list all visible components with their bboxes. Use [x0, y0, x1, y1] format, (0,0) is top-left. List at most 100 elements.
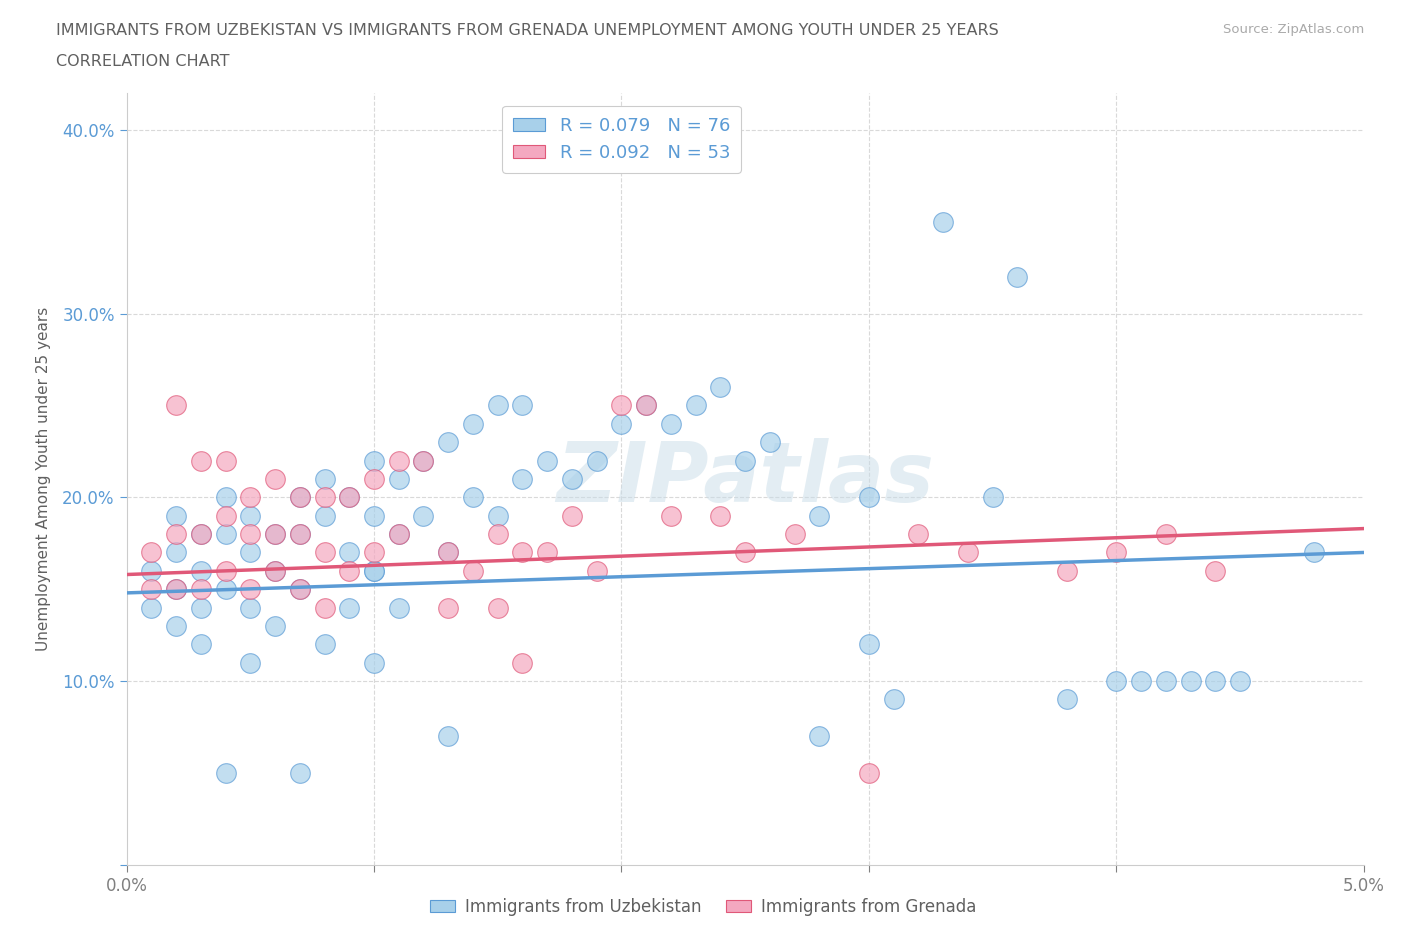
Point: [363, 509, 385, 524]
Point: [264, 526, 287, 541]
Point: [363, 472, 385, 486]
Point: [214, 526, 236, 541]
Point: [956, 545, 979, 560]
Point: [636, 398, 658, 413]
Point: [288, 526, 311, 541]
Point: [437, 600, 460, 615]
Point: [1180, 673, 1202, 688]
Point: [288, 582, 311, 597]
Point: [437, 545, 460, 560]
Point: [337, 490, 360, 505]
Point: [337, 490, 360, 505]
Point: [190, 582, 212, 597]
Point: [883, 692, 905, 707]
Point: [337, 600, 360, 615]
Point: [388, 526, 411, 541]
Point: [165, 526, 187, 541]
Point: [337, 564, 360, 578]
Point: [165, 582, 187, 597]
Point: [858, 637, 880, 652]
Point: [264, 564, 287, 578]
Point: [190, 600, 212, 615]
Text: ZIPatlas: ZIPatlas: [557, 438, 934, 520]
Point: [288, 490, 311, 505]
Point: [486, 526, 509, 541]
Point: [264, 472, 287, 486]
Point: [512, 472, 534, 486]
Point: [685, 398, 707, 413]
Point: [610, 417, 633, 432]
Point: [363, 564, 385, 578]
Point: [486, 600, 509, 615]
Point: [512, 545, 534, 560]
Point: [314, 637, 336, 652]
Point: [1105, 673, 1128, 688]
Point: [288, 582, 311, 597]
Point: [314, 600, 336, 615]
Point: [190, 564, 212, 578]
Point: [1204, 673, 1226, 688]
Point: [709, 379, 731, 394]
Point: [388, 526, 411, 541]
Point: [536, 545, 558, 560]
Point: [337, 545, 360, 560]
Point: [363, 564, 385, 578]
Point: [858, 490, 880, 505]
Point: [461, 417, 484, 432]
Point: [412, 509, 434, 524]
Point: [165, 582, 187, 597]
Point: [512, 656, 534, 671]
Point: [190, 453, 212, 468]
Point: [437, 545, 460, 560]
Point: [165, 618, 187, 633]
Y-axis label: Unemployment Among Youth under 25 years: Unemployment Among Youth under 25 years: [37, 307, 51, 651]
Point: [1105, 545, 1128, 560]
Point: [239, 509, 262, 524]
Point: [190, 526, 212, 541]
Point: [585, 453, 607, 468]
Point: [141, 564, 163, 578]
Point: [363, 545, 385, 560]
Point: [981, 490, 1004, 505]
Point: [1056, 564, 1078, 578]
Point: [659, 417, 682, 432]
Point: [239, 545, 262, 560]
Point: [437, 729, 460, 744]
Point: [214, 582, 236, 597]
Point: [239, 600, 262, 615]
Point: [239, 656, 262, 671]
Point: [858, 765, 880, 780]
Point: [288, 526, 311, 541]
Point: [264, 526, 287, 541]
Point: [314, 490, 336, 505]
Point: [1007, 270, 1029, 285]
Point: [1303, 545, 1326, 560]
Point: [190, 637, 212, 652]
Point: [214, 765, 236, 780]
Point: [1204, 564, 1226, 578]
Point: [437, 434, 460, 449]
Point: [165, 509, 187, 524]
Point: [314, 472, 336, 486]
Point: [536, 453, 558, 468]
Point: [1130, 673, 1153, 688]
Point: [486, 398, 509, 413]
Point: [1056, 692, 1078, 707]
Point: [1229, 673, 1251, 688]
Point: [512, 398, 534, 413]
Point: [709, 509, 731, 524]
Point: [214, 509, 236, 524]
Point: [314, 545, 336, 560]
Point: [610, 398, 633, 413]
Point: [214, 453, 236, 468]
Point: [141, 545, 163, 560]
Text: CORRELATION CHART: CORRELATION CHART: [56, 54, 229, 69]
Point: [759, 434, 782, 449]
Point: [585, 564, 607, 578]
Text: Source: ZipAtlas.com: Source: ZipAtlas.com: [1223, 23, 1364, 36]
Point: [412, 453, 434, 468]
Legend: R = 0.079   N = 76, R = 0.092   N = 53: R = 0.079 N = 76, R = 0.092 N = 53: [502, 106, 741, 173]
Point: [561, 509, 583, 524]
Point: [141, 600, 163, 615]
Point: [412, 453, 434, 468]
